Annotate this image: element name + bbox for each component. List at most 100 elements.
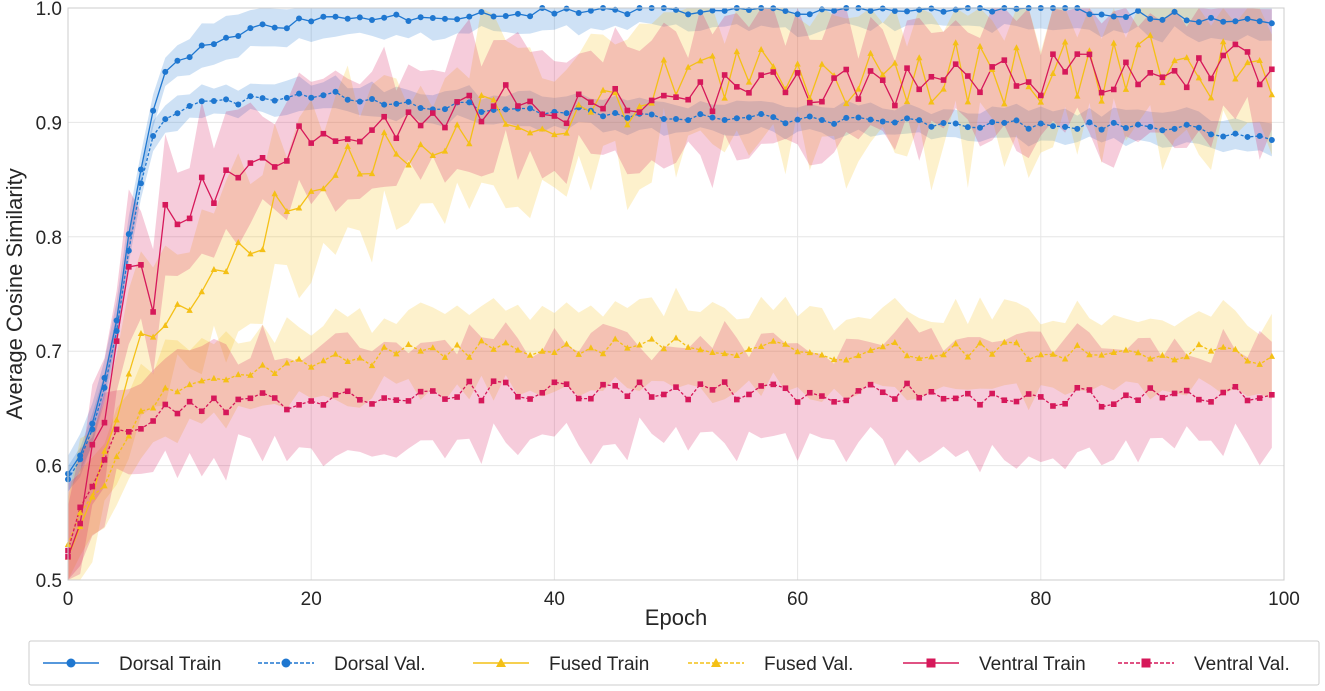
data-point [514, 346, 522, 353]
data-point [770, 114, 777, 121]
data-point [819, 98, 825, 105]
legend-box [28, 640, 1320, 686]
data-point [721, 72, 728, 78]
data-point [113, 416, 120, 423]
data-point [1025, 125, 1032, 132]
data-point [1208, 14, 1215, 21]
data-point [1013, 117, 1020, 124]
data-point [891, 119, 898, 126]
data-point [843, 397, 850, 404]
data-point [1147, 15, 1154, 22]
data-point [380, 343, 388, 350]
data-point [1086, 11, 1093, 18]
data-point [928, 353, 935, 360]
data-point [295, 355, 303, 362]
data-point [904, 8, 911, 15]
data-point [1001, 119, 1008, 126]
data-point [770, 63, 777, 70]
data-point [1037, 98, 1044, 105]
data-point [1195, 19, 1202, 26]
data-point [368, 362, 376, 369]
data-point [478, 108, 485, 115]
data-point [831, 399, 837, 405]
legend-marker [496, 658, 506, 667]
data-point [1244, 49, 1251, 55]
data-point [186, 54, 193, 61]
data-point [466, 92, 473, 99]
series-band [68, 8, 1272, 580]
data-point [551, 10, 558, 17]
data-point [758, 383, 764, 389]
data-point [381, 14, 388, 21]
data-point [794, 348, 801, 355]
data-point [612, 109, 619, 116]
data-point [879, 77, 886, 84]
data-point [903, 98, 911, 105]
data-point [1074, 51, 1081, 57]
data-point [259, 390, 266, 396]
data-point [527, 396, 533, 402]
data-point [636, 341, 643, 348]
data-point [563, 110, 570, 117]
data-point [454, 16, 461, 23]
data-point [624, 107, 631, 114]
data-point [855, 114, 862, 121]
legend-marker [66, 658, 76, 668]
axis-ticks: 0 20 40 60 80 100 0.5 0.6 0.7 0.8 0.9 1.0 [36, 0, 1300, 610]
data-point [308, 187, 315, 194]
data-point [916, 54, 923, 61]
data-point [685, 11, 692, 18]
data-point [672, 334, 680, 341]
data-point [368, 170, 376, 177]
data-point [952, 340, 959, 347]
data-point [843, 66, 850, 73]
data-point [1123, 59, 1129, 66]
data-point [405, 17, 412, 24]
data-point [563, 381, 570, 387]
data-point [332, 138, 339, 144]
series-band [68, 287, 1272, 580]
data-point [1001, 57, 1008, 63]
data-point [855, 352, 862, 359]
data-point [89, 426, 96, 433]
data-point [697, 9, 704, 16]
data-point [271, 395, 278, 401]
y-tick-label: 1.0 [36, 0, 62, 20]
data-point [977, 124, 983, 131]
data-point [393, 397, 400, 403]
data-point [162, 384, 169, 391]
data-point [551, 131, 558, 138]
data-point [1268, 20, 1275, 27]
data-point [357, 396, 363, 403]
data-point [1196, 396, 1202, 403]
data-point [806, 389, 813, 396]
data-point [1171, 57, 1178, 64]
data-point [891, 7, 898, 14]
data-point [1001, 397, 1008, 404]
data-point [551, 113, 558, 119]
data-point [624, 114, 631, 121]
data-point [867, 49, 874, 56]
data-point [660, 115, 667, 122]
data-point [150, 309, 156, 315]
data-point [369, 127, 375, 133]
data-point [417, 388, 424, 395]
x-tick-label: 0 [63, 589, 74, 610]
data-point [940, 8, 947, 15]
data-point [332, 350, 339, 357]
data-point [624, 11, 631, 18]
data-point [1159, 16, 1166, 23]
data-point [952, 395, 959, 402]
data-point [1256, 133, 1263, 140]
data-point [952, 39, 959, 46]
data-point [442, 124, 448, 131]
data-point [101, 374, 108, 381]
data-point [308, 94, 315, 101]
data-point [1110, 119, 1117, 126]
data-point [198, 288, 205, 295]
data-point [1098, 403, 1105, 410]
data-point [1110, 86, 1117, 93]
data-point [831, 75, 837, 81]
data-point [891, 338, 899, 345]
data-point [454, 99, 460, 105]
